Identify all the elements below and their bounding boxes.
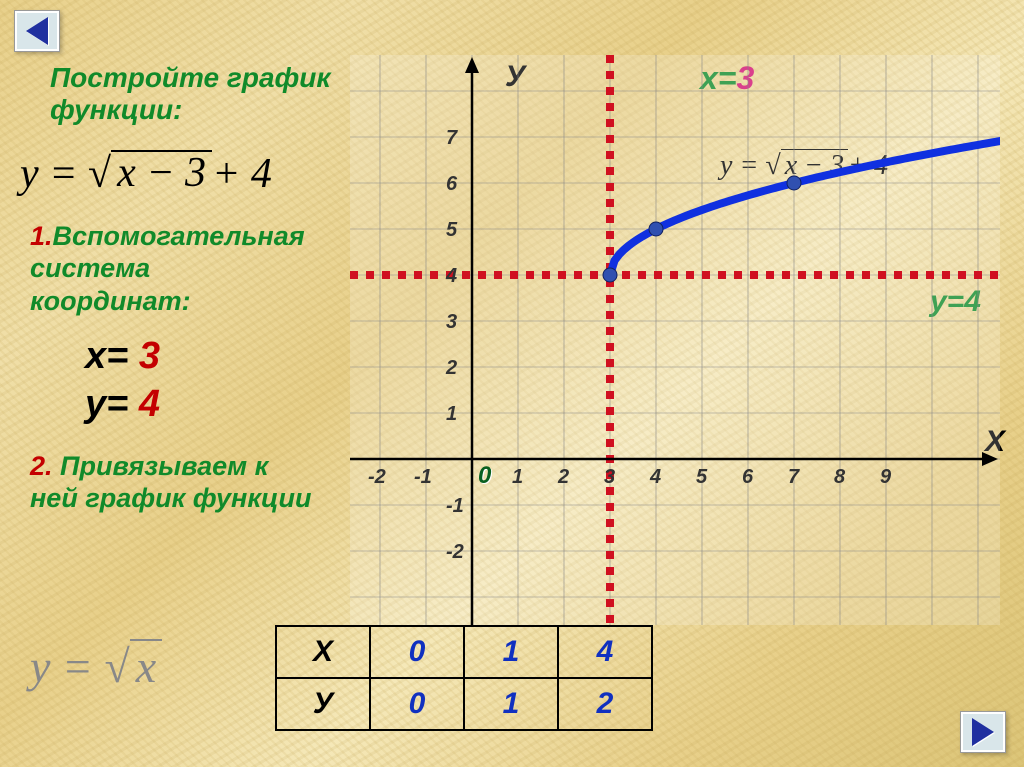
step-1: 1.Вспомогательнаясистемакоординат: bbox=[30, 220, 305, 317]
step1-text: Вспомогательнаясистемакоординат: bbox=[30, 221, 305, 316]
radicand: x − 3 bbox=[111, 150, 212, 194]
svg-text:-2: -2 bbox=[368, 466, 386, 488]
svg-text:2: 2 bbox=[445, 357, 457, 379]
step-2: 2. Привязываем кней график функции bbox=[30, 450, 311, 515]
svg-text:8: 8 bbox=[834, 466, 846, 488]
aux-x-value: 3 bbox=[139, 335, 160, 377]
svg-text:4: 4 bbox=[649, 466, 661, 488]
slide-title: Постройте графикфункции: bbox=[50, 62, 331, 126]
cell-x2: 4 bbox=[558, 626, 652, 678]
nav-forward-button[interactable] bbox=[960, 711, 1006, 753]
svg-text:3: 3 bbox=[446, 311, 457, 333]
formula-tail: + 4 bbox=[212, 150, 272, 198]
svg-text:9: 9 bbox=[880, 466, 892, 488]
svg-text:5: 5 bbox=[446, 219, 458, 241]
aux-coords: x= 3 y= 4 bbox=[85, 333, 160, 428]
arrow-right-icon bbox=[972, 718, 994, 746]
aux-y-label: y= bbox=[85, 383, 139, 425]
arrow-left-icon bbox=[26, 17, 48, 45]
table-head-y: У bbox=[276, 678, 370, 730]
step2-number: 2. bbox=[30, 451, 53, 481]
basic-sqrt-formula: y = √x bbox=[30, 640, 162, 693]
table-row: У 0 1 2 bbox=[276, 678, 652, 730]
cell-y0: 0 bbox=[370, 678, 464, 730]
aux-y-value: 4 bbox=[139, 383, 160, 425]
table-row: X 0 1 4 bbox=[276, 626, 652, 678]
svg-text:5: 5 bbox=[696, 466, 708, 488]
equals2: = bbox=[50, 640, 104, 693]
cell-x1: 1 bbox=[464, 626, 558, 678]
cell-x0: 0 bbox=[370, 626, 464, 678]
step1-number: 1. bbox=[30, 221, 53, 251]
svg-text:4: 4 bbox=[445, 265, 457, 287]
radical: √x − 3 bbox=[88, 150, 212, 198]
svg-text:-1: -1 bbox=[414, 466, 432, 488]
cell-y2: 2 bbox=[558, 678, 652, 730]
main-formula: y = √x − 3 + 4 bbox=[20, 150, 272, 198]
svg-text:1: 1 bbox=[512, 466, 523, 488]
formula-lhs: y bbox=[20, 150, 39, 198]
chart-area: -2-10123456789-2-11234567 bbox=[350, 55, 1000, 625]
svg-text:6: 6 bbox=[446, 173, 458, 195]
cell-y1: 1 bbox=[464, 678, 558, 730]
svg-text:0: 0 bbox=[478, 462, 492, 489]
svg-text:2: 2 bbox=[557, 466, 569, 488]
svg-text:-2: -2 bbox=[446, 541, 464, 563]
chart-svg: -2-10123456789-2-11234567 bbox=[350, 55, 1000, 625]
nav-back-button[interactable] bbox=[14, 10, 60, 52]
equals: = bbox=[39, 150, 88, 198]
svg-text:1: 1 bbox=[446, 403, 457, 425]
radical2: √x bbox=[104, 640, 162, 693]
svg-text:7: 7 bbox=[788, 466, 800, 488]
table-head-x: X bbox=[276, 626, 370, 678]
svg-text:7: 7 bbox=[446, 127, 458, 149]
radicand2: x bbox=[130, 639, 162, 692]
step2-text: Привязываем кней график функции bbox=[30, 451, 311, 513]
aux-x-label: x= bbox=[85, 335, 139, 377]
svg-text:-1: -1 bbox=[446, 495, 464, 517]
svg-text:6: 6 bbox=[742, 466, 754, 488]
sqrt-lhs: y bbox=[30, 640, 50, 693]
data-table: X 0 1 4 У 0 1 2 bbox=[275, 625, 653, 731]
svg-text:3: 3 bbox=[604, 466, 615, 488]
